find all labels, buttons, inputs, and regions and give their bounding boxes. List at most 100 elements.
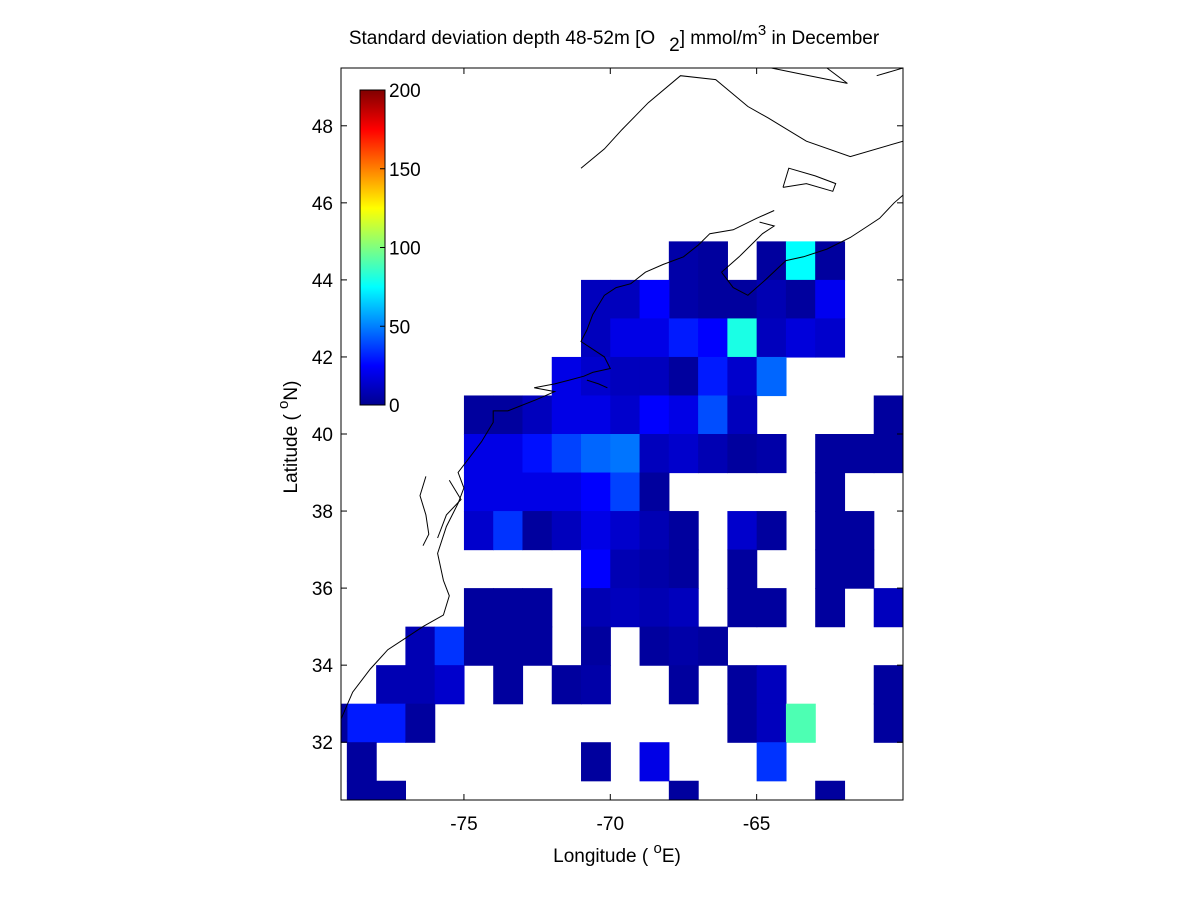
heatmap-cell: [668, 780, 699, 800]
coastline-path: [580, 75, 903, 169]
heatmap-cell: [668, 356, 699, 397]
heatmap-cell: [698, 626, 728, 666]
heatmap-cell: [785, 279, 816, 320]
heatmap-cell: [581, 356, 611, 397]
heatmap-cell: [698, 356, 728, 397]
heatmap-cell: [581, 588, 611, 628]
coastline-path: [419, 476, 430, 546]
y-tick-label: 38: [312, 502, 333, 523]
y-tick-label: 44: [312, 271, 334, 292]
heatmap-cell: [815, 780, 846, 800]
heatmap-cell: [639, 395, 670, 435]
heatmap-cells: [341, 241, 903, 800]
heatmap-cell: [698, 318, 728, 358]
heatmap-cell: [668, 549, 699, 589]
coastline-path: [437, 479, 462, 539]
heatmap-cell: [639, 279, 670, 320]
heatmap-cell: [756, 279, 787, 320]
heatmap-cell: [346, 742, 377, 782]
heatmap-cell: [668, 511, 699, 551]
colorbar-tick-label: 50: [389, 317, 410, 338]
heatmap-cell: [698, 434, 728, 474]
coastline-path: [771, 68, 848, 84]
colorbar-tick-label: 150: [389, 160, 421, 181]
coastline-path: [721, 194, 903, 296]
heatmap-cell: [551, 356, 582, 397]
heatmap-cell: [434, 665, 465, 705]
heatmap-cell: [756, 703, 787, 743]
heatmap-cell: [610, 356, 641, 397]
heatmap-cell: [463, 395, 494, 435]
heatmap-cell: [581, 434, 611, 474]
heatmap-cell: [756, 665, 787, 705]
heatmap-cell: [698, 279, 728, 320]
y-tick-label: 46: [312, 194, 333, 215]
heatmap-cell: [463, 472, 494, 512]
heatmap-cell: [815, 434, 846, 474]
heatmap-cell: [873, 665, 903, 705]
heatmap-cell: [756, 318, 787, 358]
heatmap-cell: [522, 511, 553, 551]
heatmap-cell: [785, 241, 816, 281]
heatmap-cell: [668, 318, 699, 358]
heatmap-cell: [581, 395, 611, 435]
heatmap-cell: [434, 626, 465, 666]
y-axis-label: Latitude ( oN): [275, 381, 302, 494]
heatmap-cell: [727, 588, 758, 628]
chart-title: Standard deviation depth 48-52m [O 2] mmo…: [349, 22, 880, 56]
heatmap-cell: [522, 395, 553, 435]
heatmap-cell: [551, 395, 582, 435]
heatmap-cell: [639, 356, 670, 397]
heatmap-cell: [522, 472, 553, 512]
heatmap-cell: [815, 511, 846, 551]
coastline-path: [341, 210, 775, 720]
heatmap-cell: [668, 665, 699, 705]
heatmap-cell: [815, 588, 846, 628]
heatmap-cell: [873, 703, 903, 743]
heatmap-cell: [610, 472, 641, 512]
heatmap-cell: [639, 434, 670, 474]
heatmap-cell: [815, 472, 846, 512]
heatmap-cell: [522, 434, 553, 474]
heatmap-cell: [727, 434, 758, 474]
colorbar-tick-label: 100: [389, 239, 421, 260]
heatmap-cell: [551, 472, 582, 512]
heatmap-cell: [405, 626, 436, 666]
heatmap-cell: [493, 588, 524, 628]
heatmap-cell: [581, 742, 611, 782]
heatmap-cell: [493, 665, 524, 705]
heatmap-cell: [668, 279, 699, 320]
heatmap-cell: [610, 434, 641, 474]
y-tick-label: 48: [312, 117, 333, 138]
coastline-path: [586, 379, 608, 389]
heatmap-cell: [756, 511, 787, 551]
heatmap-cell: [581, 511, 611, 551]
heatmap-cell: [668, 626, 699, 666]
y-tick-label: 42: [312, 348, 333, 369]
heatmap-cell: [873, 395, 903, 435]
heatmap-cell: [727, 318, 758, 358]
x-tick-label: -75: [450, 814, 477, 835]
heatmap-cell: [727, 395, 758, 435]
heatmap-cell: [376, 780, 406, 800]
heatmap-cell: [376, 703, 406, 743]
x-axis-label: Longitude ( oE): [553, 840, 681, 867]
heatmap-cell: [463, 626, 494, 666]
heatmap-cell: [522, 626, 553, 666]
heatmap-cell: [756, 742, 787, 782]
heatmap-cell: [463, 511, 494, 551]
heatmap-cell: [493, 395, 524, 435]
heatmap-cell: [405, 703, 436, 743]
heatmap-cell: [727, 356, 758, 397]
heatmap-cell: [551, 665, 582, 705]
heatmap-cell: [581, 626, 611, 666]
heatmap-cell: [581, 549, 611, 589]
heatmap-cell: [376, 665, 406, 705]
heatmap-cell: [581, 665, 611, 705]
heatmap-cell: [551, 434, 582, 474]
heatmap-cell: [698, 395, 728, 435]
heatmap-cell: [463, 588, 494, 628]
heatmap-cell: [873, 588, 903, 628]
heatmap-cell: [610, 279, 641, 320]
